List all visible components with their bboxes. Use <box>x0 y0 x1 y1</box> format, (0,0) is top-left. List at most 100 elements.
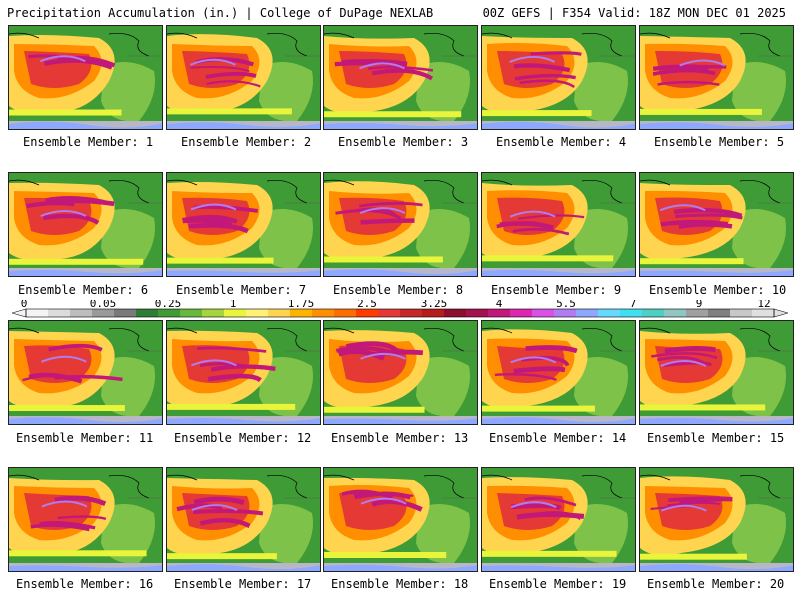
colorbar-swatch <box>642 309 665 317</box>
precip-map <box>324 26 477 129</box>
colorbar-swatch <box>334 309 357 317</box>
precip-map <box>324 321 477 424</box>
ensemble-member-label: Ensemble Member: 3 <box>338 135 469 149</box>
colorbar-outline <box>25 308 775 318</box>
ensemble-map-panel <box>323 467 478 572</box>
colorbar-swatch <box>158 309 181 317</box>
ensemble-map-panel <box>639 320 794 425</box>
colorbar-swatch <box>466 309 489 317</box>
colorbar-swatch <box>576 309 599 317</box>
precip-map <box>640 173 793 276</box>
ensemble-map-panel <box>323 320 478 425</box>
ensemble-map-panel <box>481 320 636 425</box>
ensemble-map-panel <box>639 172 794 277</box>
ensemble-member-label: Ensemble Member: 6 <box>18 283 149 297</box>
ensemble-map-panel <box>639 25 794 130</box>
colorbar-graphic: 0 0.05 0.25 1 1.75 2.5 3.25 4 5.5 7 9 12 <box>12 300 788 318</box>
colorbar-swatch <box>26 309 49 317</box>
colorbar-swatch <box>620 309 643 317</box>
colorbar-swatch <box>554 309 577 317</box>
precip-map <box>482 468 635 571</box>
precip-map <box>482 321 635 424</box>
colorbar-swatch <box>92 309 115 317</box>
colorbar-swatch <box>400 309 423 317</box>
ensemble-map-panel <box>481 467 636 572</box>
precip-map <box>640 321 793 424</box>
ensemble-member-label: Ensemble Member: 14 <box>489 431 627 445</box>
colorbar-tick-label: 0.25 <box>155 300 182 310</box>
ensemble-member-label: Ensemble Member: 15 <box>647 431 785 445</box>
ensemble-member-label: Ensemble Member: 8 <box>333 283 464 297</box>
colorbar-swatch <box>48 309 71 317</box>
precip-map <box>482 26 635 129</box>
colorbar-swatch <box>356 309 379 317</box>
colorbar-left-arrow <box>12 308 27 318</box>
precip-map <box>640 26 793 129</box>
colorbar-tick-label: 5.5 <box>556 300 576 310</box>
colorbar-swatch <box>224 309 247 317</box>
colorbar-swatch <box>488 309 511 317</box>
ensemble-map-panel <box>323 25 478 130</box>
colorbar-swatch <box>730 309 753 317</box>
ensemble-member-label: Ensemble Member: 2 <box>181 135 312 149</box>
map-title: Precipitation Accumulation (in.) | Colle… <box>7 6 434 20</box>
precip-map <box>640 468 793 571</box>
colorbar-tick-label: 1.75 <box>288 300 315 310</box>
ensemble-map-panel <box>481 25 636 130</box>
precip-map <box>9 468 162 571</box>
colorbar-swatch <box>202 309 225 317</box>
ensemble-map-panel <box>8 320 163 425</box>
ensemble-member-label: Ensemble Member: 1 <box>23 135 154 149</box>
precip-map <box>9 26 162 129</box>
ensemble-map-panel <box>166 467 321 572</box>
ensemble-member-label: Ensemble Member: 16 <box>16 577 154 591</box>
colorbar-swatch <box>268 309 291 317</box>
ensemble-member-label: Ensemble Member: 18 <box>331 577 469 591</box>
colorbar-tick-label: 7 <box>630 300 637 310</box>
ensemble-member-label: Ensemble Member: 19 <box>489 577 627 591</box>
colorbar-swatch <box>510 309 533 317</box>
ensemble-map-panel <box>166 25 321 130</box>
precip-map <box>167 468 320 571</box>
colorbar-swatch <box>444 309 467 317</box>
ensemble-member-label: Ensemble Member: 13 <box>331 431 469 445</box>
colorbar-swatch <box>664 309 687 317</box>
colorbar-swatch <box>246 309 269 317</box>
colorbar-swatch <box>70 309 93 317</box>
ensemble-member-label: Ensemble Member: 9 <box>491 283 622 297</box>
colorbar-swatch <box>708 309 731 317</box>
ensemble-map-panel <box>8 25 163 130</box>
colorbar-swatch <box>136 309 159 317</box>
ensemble-map-panel <box>166 172 321 277</box>
precipitation-colorbar: 0 0.05 0.25 1 1.75 2.5 3.25 4 5.5 7 9 12 <box>12 300 788 322</box>
colorbar-swatch <box>312 309 335 317</box>
ensemble-member-label: Ensemble Member: 20 <box>647 577 785 591</box>
ensemble-member-label: Ensemble Member: 17 <box>174 577 312 591</box>
ensemble-map-panel <box>8 172 163 277</box>
colorbar-right-arrow <box>773 308 788 318</box>
ensemble-member-label: Ensemble Member: 7 <box>176 283 307 297</box>
ensemble-map-panel <box>8 467 163 572</box>
precip-map <box>167 26 320 129</box>
precip-map <box>482 173 635 276</box>
colorbar-tick-label: 9 <box>696 300 703 310</box>
colorbar-tick-label: 2.5 <box>357 300 377 310</box>
precip-map <box>167 321 320 424</box>
colorbar-tick-label: 3.25 <box>421 300 448 310</box>
colorbar-swatch <box>422 309 445 317</box>
colorbar-swatch <box>598 309 621 317</box>
colorbar-tick-label: 0.05 <box>90 300 117 310</box>
ensemble-map-panel <box>323 172 478 277</box>
precip-map <box>9 173 162 276</box>
run-valid-time: 00Z GEFS | F354 Valid: 18Z MON DEC 01 20… <box>482 6 786 20</box>
ensemble-map-panel <box>166 320 321 425</box>
colorbar-swatch <box>180 309 203 317</box>
colorbar-swatch <box>378 309 401 317</box>
ensemble-map-panel <box>481 172 636 277</box>
ensemble-member-label: Ensemble Member: 12 <box>174 431 312 445</box>
colorbar-swatch <box>532 309 555 317</box>
ensemble-member-label: Ensemble Member: 11 <box>16 431 154 445</box>
colorbar-swatch <box>114 309 137 317</box>
precip-map <box>324 468 477 571</box>
precip-map <box>167 173 320 276</box>
